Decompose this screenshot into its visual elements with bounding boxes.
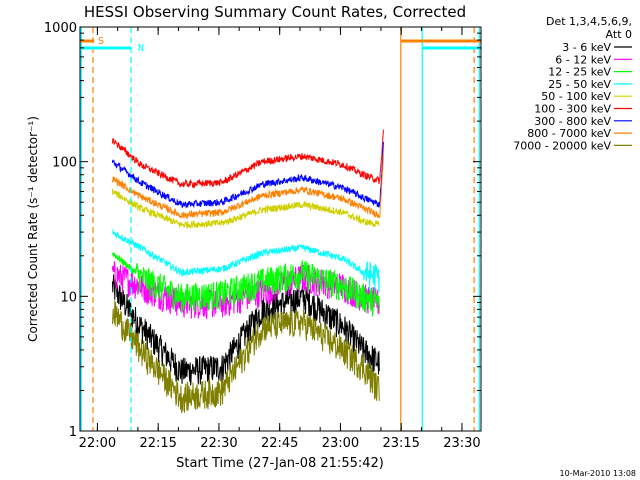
x-tick-label: 23:00 — [322, 436, 359, 451]
series-line — [111, 141, 384, 209]
legend-header-2: Att 0 — [606, 28, 632, 41]
y-axis: 1 10 100 1000 — [44, 21, 481, 440]
legend-label: 100 - 300 keV — [534, 103, 611, 116]
flag-layer: SN — [80, 27, 481, 431]
series-line — [111, 188, 380, 230]
timestamp: 10-Mar-2010 13:08 — [560, 469, 637, 478]
series-line — [111, 300, 380, 414]
legend-label: 800 - 7000 keV — [527, 127, 611, 140]
series-line — [112, 229, 380, 293]
x-tick-label: 22:45 — [261, 436, 298, 451]
series-line — [111, 252, 380, 317]
series-line — [111, 129, 384, 189]
x-axis-label: Start Time (27-Jan-08 21:55:42) — [176, 456, 384, 471]
legend-label: 25 - 50 keV — [548, 78, 611, 91]
legend-label: 12 - 25 keV — [548, 66, 611, 79]
series-line — [111, 154, 384, 220]
plot-frame — [79, 26, 482, 432]
y-tick-label: 100 — [52, 156, 77, 171]
x-tick-label: 23:30 — [443, 436, 480, 451]
legend-label: 300 - 800 keV — [534, 115, 611, 128]
x-tick-label: 22:30 — [200, 436, 237, 451]
x-tick-label: 22:15 — [139, 436, 176, 451]
y-tick-label: 1000 — [44, 21, 77, 36]
x-tick-label: 22:00 — [79, 436, 116, 451]
x-tick-label: 23:15 — [382, 436, 419, 451]
legend-label: 50 - 100 keV — [541, 90, 611, 103]
y-tick-label: 10 — [60, 290, 77, 305]
chart-title: HESSI Observing Summary Count Rates, Cor… — [84, 3, 466, 21]
flag-label: S — [98, 36, 104, 47]
legend-label: 7000 - 20000 keV — [513, 139, 611, 152]
y-axis-label: Corrected Count Rate (s⁻¹ detector⁻¹) — [26, 116, 40, 342]
y-tick-label: 1 — [69, 425, 77, 440]
legend-label: 6 - 12 keV — [555, 53, 611, 66]
legend-header-1: Det 1,3,4,5,6,9, — [546, 15, 632, 28]
series-layer — [111, 129, 384, 414]
series-line — [111, 274, 380, 386]
x-axis: 22:00 22:15 22:30 22:45 23:00 23:15 23:30 — [79, 27, 481, 451]
flag-label: N — [138, 43, 144, 54]
legend-label: 3 - 6 keV — [562, 41, 611, 54]
